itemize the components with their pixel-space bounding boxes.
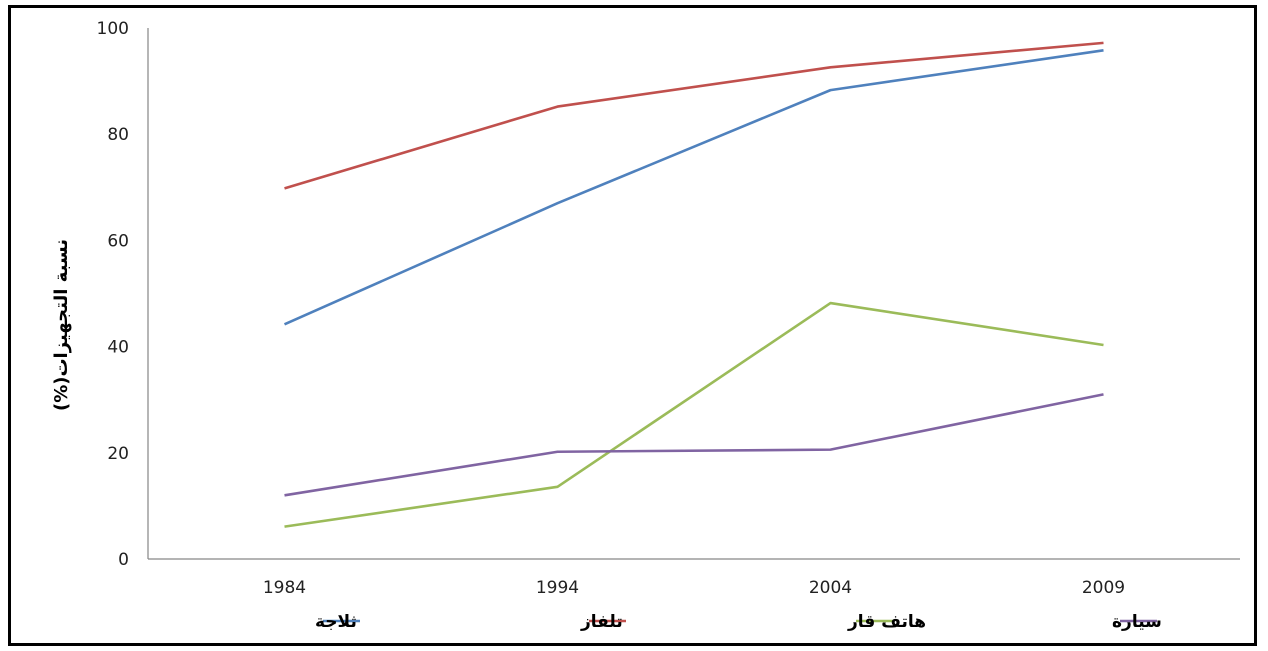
series-line <box>284 301 1104 528</box>
y-axis-label: نسبة التجهيزات(%) <box>51 239 72 411</box>
y-axis-ticks: 0 20 40 60 80 100 <box>97 19 129 570</box>
x-tick-label: 1994 <box>536 578 579 598</box>
series-line <box>284 393 1104 497</box>
x-tick-label: 2009 <box>1082 578 1125 598</box>
y-tick-label: 20 <box>107 444 129 464</box>
y-tick-label: 100 <box>97 19 129 39</box>
x-tick-label: 1984 <box>263 578 306 598</box>
y-tick-label: 40 <box>107 338 129 358</box>
series-line <box>284 41 1104 190</box>
legend-label: تلفاز <box>580 612 623 632</box>
series-line <box>283 49 1104 326</box>
x-axis-ticks: 1984 1994 2004 2009 <box>263 578 1125 598</box>
line-chart: 0 20 40 60 80 100 1984 1994 2004 2009 ثلاجة تلفاز… <box>51 19 1240 632</box>
legend-label: ثلاجة <box>315 612 357 632</box>
axes <box>147 28 1240 560</box>
legend: ثلاجة تلفاز هاتف قار سيارة <box>315 612 1162 632</box>
y-tick-label: 0 <box>118 550 129 570</box>
series-lines <box>283 41 1104 528</box>
x-tick-label: 2004 <box>809 578 852 598</box>
y-tick-label: 60 <box>107 231 129 251</box>
legend-label: هاتف قار <box>847 612 926 632</box>
chart-frame: 0 20 40 60 80 100 1984 1994 2004 2009 ثلاجة تلفاز… <box>8 5 1257 646</box>
y-tick-label: 80 <box>107 125 129 145</box>
legend-label: سيارة <box>1112 612 1162 632</box>
